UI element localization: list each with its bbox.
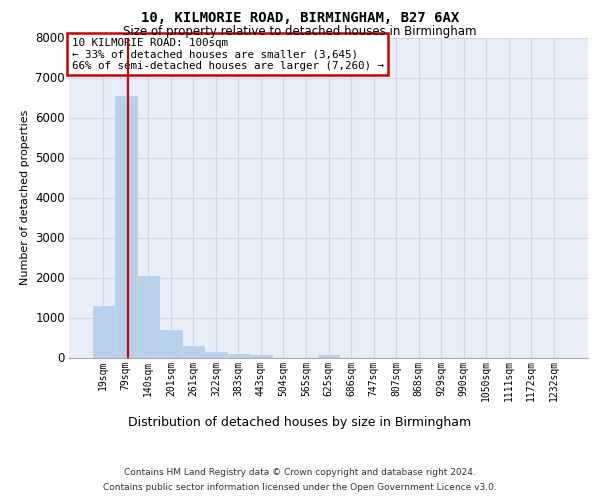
Text: Size of property relative to detached houses in Birmingham: Size of property relative to detached ho… [123,25,477,38]
Bar [160,330,182,357]
Text: Contains public sector information licensed under the Open Government Licence v3: Contains public sector information licen… [103,483,497,492]
Text: 10, KILMORIE ROAD, BIRMINGHAM, B27 6AX: 10, KILMORIE ROAD, BIRMINGHAM, B27 6AX [141,11,459,25]
Text: 10 KILMORIE ROAD: 100sqm
← 33% of detached houses are smaller (3,645)
66% of sem: 10 KILMORIE ROAD: 100sqm ← 33% of detach… [71,38,383,70]
Bar [205,352,227,358]
Bar [318,355,339,358]
Bar [115,96,137,358]
Text: Contains HM Land Registry data © Crown copyright and database right 2024.: Contains HM Land Registry data © Crown c… [124,468,476,477]
Bar [228,354,249,358]
Bar [92,306,114,358]
Bar [250,356,272,358]
Y-axis label: Number of detached properties: Number of detached properties [20,110,29,285]
Text: Distribution of detached houses by size in Birmingham: Distribution of detached houses by size … [128,416,472,429]
Bar [182,346,204,358]
Bar [137,276,159,357]
